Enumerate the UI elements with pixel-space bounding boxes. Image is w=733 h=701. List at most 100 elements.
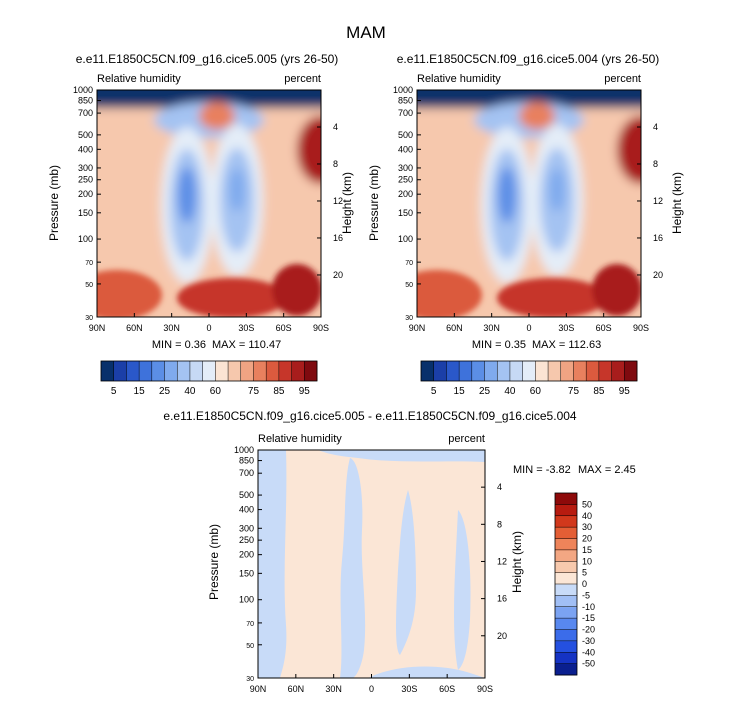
colorbar-label: -15 — [582, 613, 595, 623]
colorbar-swatch — [177, 361, 191, 381]
colorbar-label: 5 — [582, 568, 587, 578]
p2-field-sh-boundary — [592, 264, 641, 316]
colorbar-label: -40 — [582, 647, 595, 657]
colorbar-swatch — [126, 361, 140, 381]
panel-2-colorbar: 5 15 25 40 60 75 85 95 — [420, 360, 638, 397]
colorbar-swatch — [555, 618, 577, 630]
colorbar-swatch — [555, 549, 577, 562]
colorbar-label: 75 — [568, 386, 580, 397]
colorbar-label: 25 — [479, 386, 491, 397]
pressure-tick-label: 1000 — [73, 85, 93, 95]
height-tick-label: 16 — [653, 233, 663, 243]
panel-1-title: e.e11.E1850C5CN.f09_g16.cice5.005 (yrs 2… — [76, 52, 339, 66]
panel-1-ylabel: Pressure (mb) — [47, 165, 61, 241]
p3-field-eq-negative — [340, 458, 366, 678]
height-tick-label: 20 — [497, 631, 507, 641]
x-tick-label: 90S — [313, 323, 329, 333]
panel-3-right-label: percent — [448, 433, 485, 445]
colorbar-label: 95 — [619, 386, 631, 397]
p2-field-sh-dry-core — [549, 168, 565, 212]
p2-field-sh-upper-moist — [617, 116, 641, 184]
height-tick-label: 8 — [653, 159, 658, 169]
pressure-tick-label: 300 — [398, 163, 413, 173]
panel-3-left-label: Relative humidity — [258, 433, 342, 445]
height-tick-label: 20 — [653, 270, 663, 280]
panel-1-plot — [97, 90, 321, 317]
colorbar-swatch — [228, 361, 242, 381]
x-tick-label: 0 — [206, 323, 211, 333]
x-tick-label: 30S — [558, 323, 574, 333]
x-tick-label: 90N — [409, 323, 426, 333]
panel-3-title: e.e11.E1850C5CN.f09_g16.cice5.005 - e.e1… — [163, 409, 577, 423]
colorbar-swatch — [555, 515, 577, 528]
panel-2-ylabel-right: Height (km) — [670, 172, 684, 234]
pressure-tick-label: 500 — [398, 130, 413, 140]
colorbar-label: 60 — [530, 386, 542, 397]
pressure-tick-label: 100 — [78, 234, 93, 244]
colorbar-swatch — [202, 361, 216, 381]
pressure-tick-label: 250 — [239, 535, 254, 545]
colorbar-label: 15 — [134, 386, 146, 397]
panel-3-min: MIN = -3.82 — [513, 464, 571, 476]
height-tick-label: 20 — [333, 270, 343, 280]
colorbar-swatch — [484, 361, 498, 381]
x-tick-label: 60S — [596, 323, 612, 333]
colorbar-swatch — [555, 595, 577, 608]
panel-2-right-label: percent — [604, 73, 641, 85]
colorbar-label: -30 — [582, 636, 595, 646]
p3-field-bg — [258, 450, 485, 678]
colorbar-swatch — [555, 584, 577, 596]
colorbar-swatch — [555, 652, 577, 665]
panel-1-left-label: Relative humidity — [97, 73, 181, 85]
pressure-tick-label: 100 — [398, 234, 413, 244]
panel-1-ylabel-right: Height (km) — [340, 172, 354, 234]
pressure-tick-label: 850 — [239, 456, 254, 466]
colorbar-swatch — [278, 361, 292, 381]
figure-title: MAM — [346, 23, 386, 42]
colorbar-label: -10 — [582, 602, 595, 612]
colorbar-swatch — [304, 361, 318, 381]
pressure-tick-label: 100 — [239, 595, 254, 605]
height-tick-label: 8 — [333, 159, 338, 169]
panel-1-colorbar: 5 15 25 40 60 75 85 95 — [100, 360, 318, 397]
colorbar-swatch — [240, 361, 254, 381]
colorbar-label: 40 — [582, 511, 592, 521]
x-tick-label: 90S — [477, 684, 493, 694]
x-tick-label: 60S — [276, 323, 292, 333]
pressure-tick-label: 70 — [85, 260, 93, 267]
p2-field-nh-boundary — [417, 270, 482, 317]
p3-field-mid-negative — [396, 490, 416, 655]
p1-field-sh-boundary — [272, 264, 321, 316]
pressure-tick-label: 850 — [398, 96, 413, 106]
height-tick-label: 4 — [333, 122, 338, 132]
panel-3-plot — [258, 450, 485, 678]
x-tick-label: 30N — [163, 323, 180, 333]
height-tick-label: 12 — [333, 196, 343, 206]
panel-1-right-label: percent — [284, 73, 321, 85]
colorbar-label: 20 — [582, 534, 592, 544]
pressure-tick-label: 400 — [78, 144, 93, 154]
pressure-tick-label: 500 — [78, 130, 93, 140]
p2-field-nh-dry-core — [498, 167, 516, 223]
colorbar-label: 75 — [248, 386, 260, 397]
colorbar-swatch — [101, 361, 115, 381]
panel-1-min: MIN = 0.36 — [152, 339, 206, 351]
height-tick-label: 8 — [497, 519, 502, 529]
height-tick-label: 16 — [333, 233, 343, 243]
p2-field-tropic-boundary — [497, 278, 607, 317]
colorbar-swatch — [555, 527, 577, 539]
pressure-tick-label: 150 — [398, 208, 413, 218]
pressure-tick-label: 250 — [78, 175, 93, 185]
height-tick-label: 12 — [653, 196, 663, 206]
colorbar-label: 0 — [582, 579, 587, 589]
x-tick-label: 30S — [238, 323, 254, 333]
p1-field-sh-upper-moist — [297, 116, 321, 184]
panel-2-min: MIN = 0.35 — [472, 339, 526, 351]
p3-field-top-negative — [318, 450, 485, 462]
p1-field-sh-dry-core — [229, 168, 245, 212]
colorbar-label: 10 — [582, 556, 592, 566]
pressure-tick-label: 250 — [398, 175, 413, 185]
height-tick-label: 4 — [497, 482, 502, 492]
pressure-tick-label: 1000 — [393, 85, 413, 95]
p2-field-high-humid — [519, 102, 555, 130]
